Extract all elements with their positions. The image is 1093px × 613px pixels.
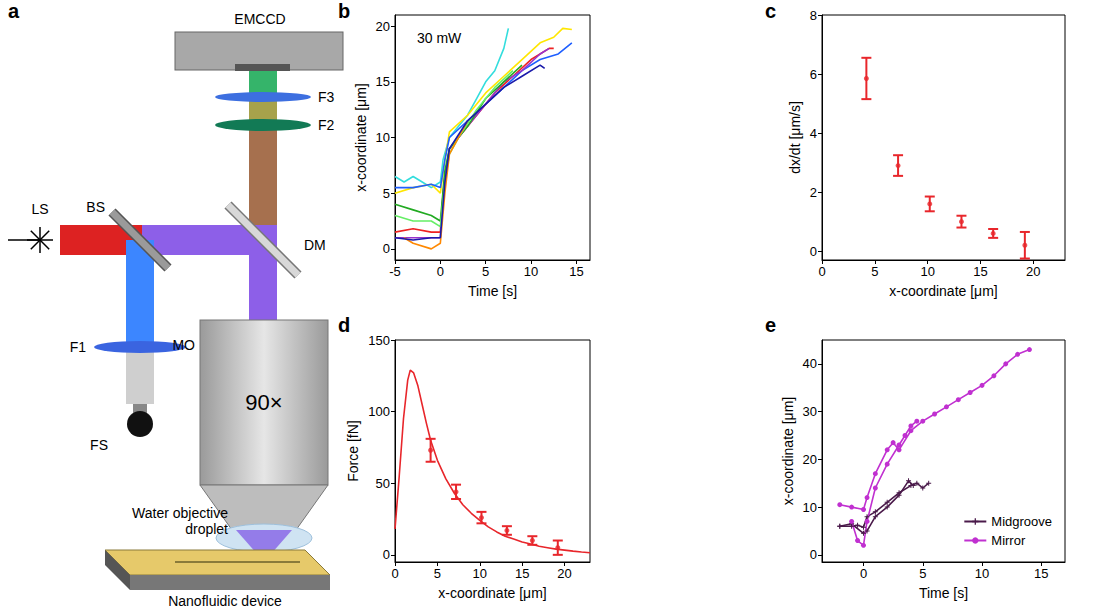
svg-text:0: 0: [383, 547, 390, 562]
svg-text:50: 50: [376, 476, 390, 491]
svg-text:5: 5: [482, 264, 489, 279]
svg-text:20: 20: [803, 452, 817, 467]
svg-text:Nanofluidic device: Nanofluidic device: [168, 593, 282, 609]
svg-text:15: 15: [376, 74, 390, 89]
svg-text:d: d: [338, 314, 350, 336]
svg-text:10: 10: [376, 130, 390, 145]
svg-text:30: 30: [803, 404, 817, 419]
svg-text:0: 0: [860, 566, 867, 581]
svg-text:x-coordinate [μm]: x-coordinate [μm]: [353, 83, 369, 191]
svg-text:x-coordinate [μm]: x-coordinate [μm]: [889, 283, 997, 299]
svg-text:FS: FS: [90, 437, 108, 453]
svg-text:a: a: [8, 0, 20, 22]
svg-text:6: 6: [810, 67, 817, 82]
svg-text:Force [fN]: Force [fN]: [345, 420, 361, 481]
svg-text:-5: -5: [389, 264, 401, 279]
svg-text:4: 4: [810, 126, 817, 141]
svg-text:0: 0: [383, 241, 390, 256]
svg-text:Mirror: Mirror: [991, 533, 1026, 548]
svg-text:Water objective: Water objective: [132, 505, 228, 521]
svg-text:20: 20: [557, 566, 571, 581]
svg-text:30 mW: 30 mW: [417, 30, 462, 46]
svg-text:droplet: droplet: [185, 521, 228, 537]
svg-text:5: 5: [434, 566, 441, 581]
svg-text:MO: MO: [172, 337, 195, 353]
svg-text:c: c: [765, 0, 776, 22]
svg-text:150: 150: [368, 333, 390, 348]
svg-text:F2: F2: [318, 117, 335, 133]
svg-text:15: 15: [973, 264, 987, 279]
svg-text:DM: DM: [304, 237, 326, 253]
svg-text:8: 8: [810, 8, 817, 23]
svg-text:5: 5: [919, 566, 926, 581]
svg-text:10: 10: [920, 264, 934, 279]
svg-text:0: 0: [810, 547, 817, 562]
svg-text:x-coordinate [μm]: x-coordinate [μm]: [438, 585, 546, 601]
svg-text:90×: 90×: [245, 390, 282, 415]
svg-text:15: 15: [569, 264, 583, 279]
svg-text:x-coordinate [μm]: x-coordinate [μm]: [780, 397, 796, 505]
svg-text:Midgroove: Midgroove: [991, 514, 1052, 529]
svg-text:0: 0: [391, 566, 398, 581]
svg-text:10: 10: [975, 566, 989, 581]
svg-text:b: b: [338, 0, 350, 22]
svg-text:dx/dt [μm/s]: dx/dt [μm/s]: [787, 101, 803, 174]
svg-text:10: 10: [803, 500, 817, 515]
svg-text:15: 15: [1034, 566, 1048, 581]
svg-text:F3: F3: [318, 89, 335, 105]
svg-text:10: 10: [473, 566, 487, 581]
svg-text:5: 5: [383, 186, 390, 201]
svg-text:20: 20: [1026, 264, 1040, 279]
svg-text:15: 15: [515, 566, 529, 581]
svg-text:10: 10: [524, 264, 538, 279]
svg-text:0: 0: [810, 244, 817, 259]
svg-text:20: 20: [376, 19, 390, 34]
svg-text:EMCCD: EMCCD: [234, 11, 285, 27]
svg-text:e: e: [765, 314, 776, 336]
svg-text:Time [s]: Time [s]: [468, 283, 517, 299]
svg-text:F1: F1: [70, 339, 87, 355]
svg-text:100: 100: [368, 404, 390, 419]
svg-text:0: 0: [437, 264, 444, 279]
svg-text:5: 5: [871, 264, 878, 279]
svg-text:40: 40: [803, 356, 817, 371]
svg-text:0: 0: [818, 264, 825, 279]
svg-text:BS: BS: [86, 199, 105, 215]
svg-text:LS: LS: [31, 201, 48, 217]
svg-text:Time [s]: Time [s]: [919, 585, 968, 601]
svg-text:2: 2: [810, 185, 817, 200]
